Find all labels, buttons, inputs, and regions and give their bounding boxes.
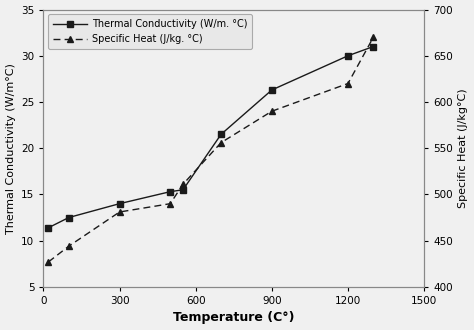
Thermal Conductivity (W/m. °C)	[66, 215, 72, 219]
Thermal Conductivity (W/m. °C)	[180, 188, 186, 192]
Line: Specific Heat (J/kg. °C): Specific Heat (J/kg. °C)	[45, 34, 377, 265]
Specific Heat (J/kg. °C)	[371, 35, 376, 39]
X-axis label: Temperature (C°): Temperature (C°)	[173, 312, 294, 324]
Specific Heat (J/kg. °C)	[180, 182, 186, 186]
Y-axis label: Thermal Conductivity (W/m°C): Thermal Conductivity (W/m°C)	[6, 63, 16, 234]
Line: Thermal Conductivity (W/m. °C): Thermal Conductivity (W/m. °C)	[46, 44, 376, 231]
Specific Heat (J/kg. °C)	[117, 210, 122, 214]
Y-axis label: Specific Heat (J/kg°C): Specific Heat (J/kg°C)	[458, 88, 468, 208]
Specific Heat (J/kg. °C)	[218, 141, 224, 145]
Legend: Thermal Conductivity (W/m. °C), Specific Heat (J/kg. °C): Thermal Conductivity (W/m. °C), Specific…	[48, 15, 252, 49]
Specific Heat (J/kg. °C)	[269, 109, 274, 113]
Specific Heat (J/kg. °C)	[46, 260, 51, 264]
Thermal Conductivity (W/m. °C)	[167, 190, 173, 194]
Thermal Conductivity (W/m. °C)	[218, 132, 224, 136]
Thermal Conductivity (W/m. °C)	[371, 45, 376, 49]
Specific Heat (J/kg. °C)	[345, 82, 351, 85]
Specific Heat (J/kg. °C)	[66, 244, 72, 248]
Thermal Conductivity (W/m. °C)	[269, 88, 274, 92]
Thermal Conductivity (W/m. °C)	[345, 54, 351, 58]
Thermal Conductivity (W/m. °C)	[46, 226, 51, 230]
Thermal Conductivity (W/m. °C)	[117, 202, 122, 206]
Specific Heat (J/kg. °C)	[167, 202, 173, 206]
